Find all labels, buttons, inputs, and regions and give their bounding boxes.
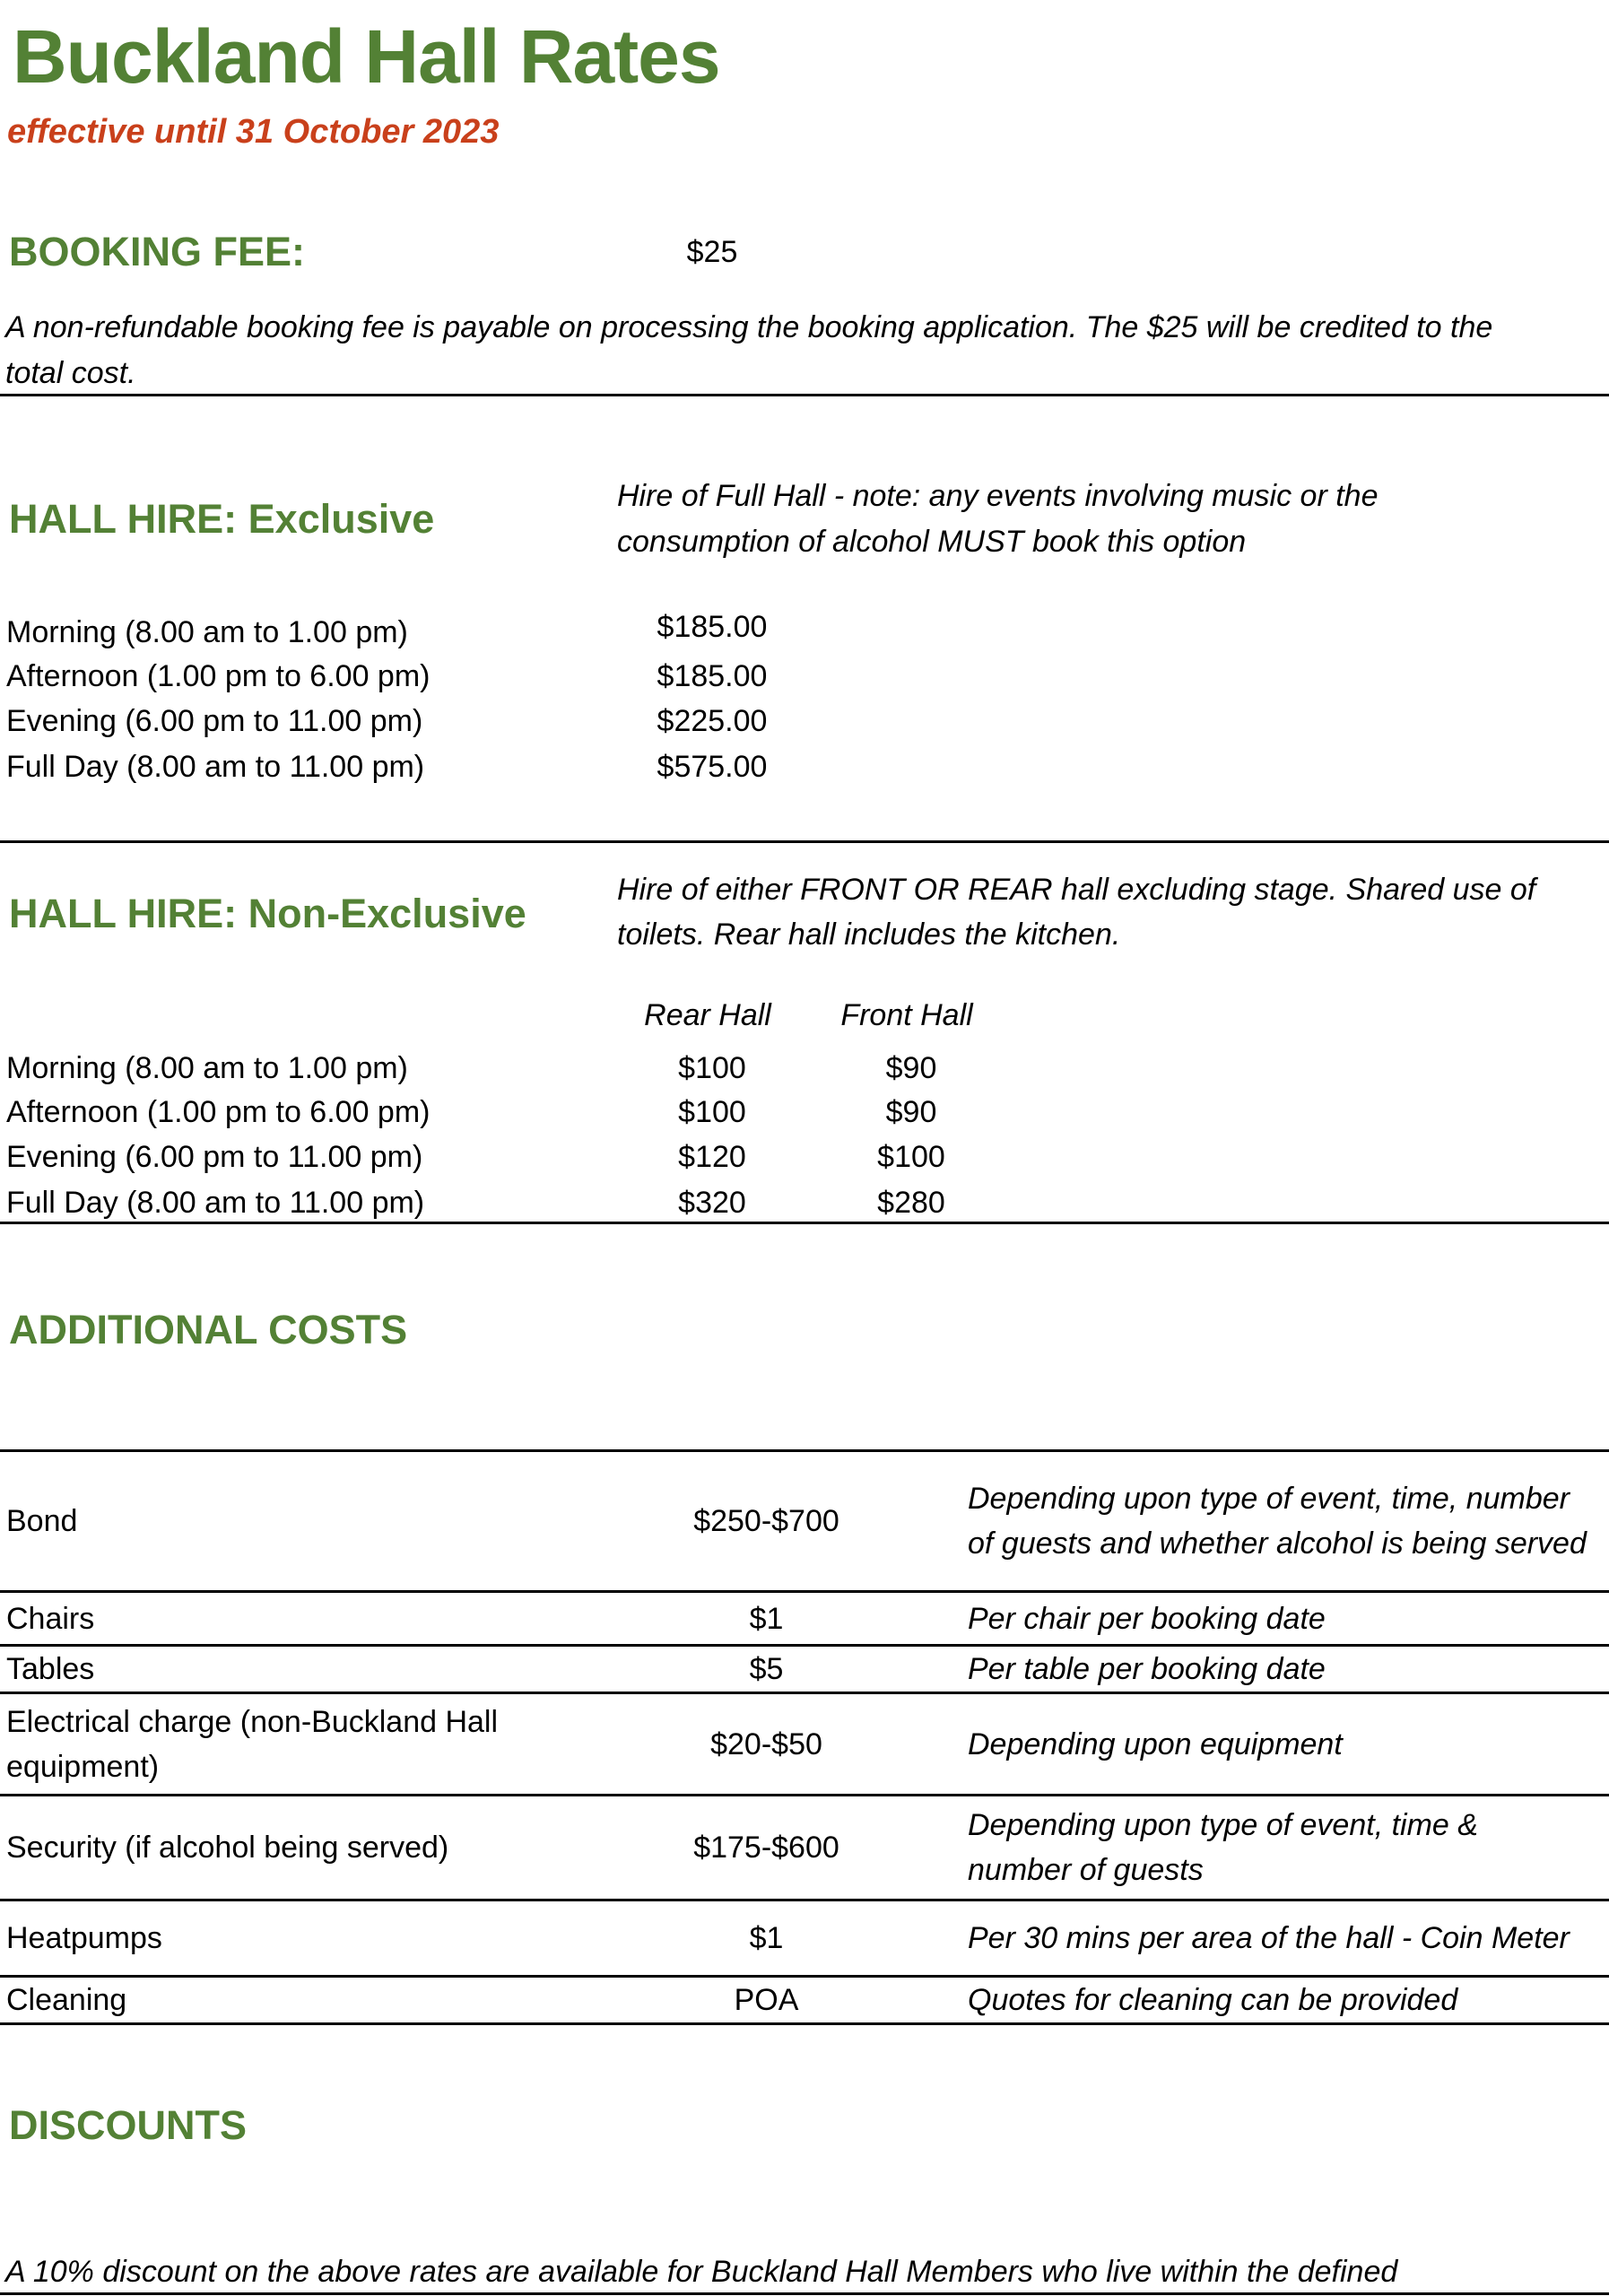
cost-description: Quotes for cleaning can be provided — [961, 1975, 1609, 2025]
cost-description: Depending upon type of event, time & num… — [961, 1794, 1609, 1901]
additional-costs-heading: ADDITIONAL COSTS — [9, 1307, 408, 1352]
cost-description: Per table per booking date — [961, 1644, 1609, 1694]
non-exclusive-row-label: Full Day (8.00 am to 11.00 pm) — [6, 1186, 425, 1220]
cost-item: Cleaning — [0, 1975, 571, 2025]
rear-hall-price: $320 — [678, 1186, 746, 1220]
effective-date: effective until 31 October 2023 — [7, 113, 500, 151]
exclusive-row-label: Evening (6.00 pm to 11.00 pm) — [6, 704, 423, 738]
cost-item: Security (if alcohol being served) — [0, 1794, 571, 1901]
cost-item: Chairs — [0, 1590, 571, 1647]
cost-price: POA — [571, 1975, 961, 2025]
booking-fee-note-1: A non-refundable booking fee is payable … — [5, 310, 1493, 344]
table-row: Bond $250-$700 Depending upon type of ev… — [0, 1449, 1609, 1593]
cost-item: Tables — [0, 1644, 571, 1694]
cost-description: Depending upon equipment — [961, 1692, 1609, 1796]
exclusive-row-price: $225.00 — [657, 704, 768, 738]
table-row: Security (if alcohol being served) $175-… — [0, 1794, 1609, 1901]
discounts-text: A 10% discount on the above rates are av… — [5, 2255, 1398, 2289]
booking-fee-heading: BOOKING FEE: — [9, 229, 306, 274]
non-exclusive-row-label: Morning (8.00 am to 1.00 pm) — [6, 1051, 408, 1085]
cost-item: Electrical charge (non-Buckland Hall equ… — [0, 1692, 571, 1796]
rear-hall-price: $120 — [678, 1140, 746, 1174]
non-exclusive-note-1: Hire of either FRONT OR REAR hall exclud… — [617, 873, 1536, 907]
non-exclusive-row-label: Afternoon (1.00 pm to 6.00 pm) — [6, 1095, 431, 1129]
cost-price: $20-$50 — [571, 1692, 961, 1796]
front-hall-price: $90 — [885, 1095, 937, 1129]
rear-hall-price: $100 — [678, 1095, 746, 1129]
exclusive-note-1: Hire of Full Hall - note: any events inv… — [617, 479, 1379, 513]
table-row: Electrical charge (non-Buckland Hall equ… — [0, 1692, 1609, 1796]
rear-hall-price: $100 — [678, 1051, 746, 1085]
cost-description: Per 30 mins per area of the hall - Coin … — [961, 1899, 1609, 1978]
cost-price: $175-$600 — [571, 1794, 961, 1901]
exclusive-row-price: $575.00 — [657, 750, 768, 784]
table-row: Chairs $1 Per chair per booking date — [0, 1590, 1609, 1647]
exclusive-row-label: Full Day (8.00 am to 11.00 pm) — [6, 750, 425, 784]
front-hall-column-header: Front Hall — [840, 998, 973, 1032]
cost-price: $1 — [571, 1590, 961, 1647]
non-exclusive-note-2: toilets. Rear hall includes the kitchen. — [617, 918, 1121, 952]
exclusive-row-price: $185.00 — [657, 610, 768, 644]
exclusive-row-price: $185.00 — [657, 659, 768, 693]
exclusive-row-label: Morning (8.00 am to 1.00 pm) — [6, 615, 408, 649]
cost-description: Depending upon type of event, time, numb… — [961, 1449, 1609, 1593]
exclusive-note-2: consumption of alcohol MUST book this op… — [617, 525, 1247, 559]
non-exclusive-row-label: Evening (6.00 pm to 11.00 pm) — [6, 1140, 423, 1174]
booking-fee-note-2: total cost. — [5, 356, 136, 390]
divider — [0, 1222, 1609, 1224]
front-hall-price: $100 — [877, 1140, 945, 1174]
rear-hall-column-header: Rear Hall — [644, 998, 771, 1032]
cost-price: $5 — [571, 1644, 961, 1694]
exclusive-row-label: Afternoon (1.00 pm to 6.00 pm) — [6, 659, 431, 693]
divider — [0, 394, 1609, 396]
front-hall-price: $90 — [885, 1051, 937, 1085]
table-row: Cleaning POA Quotes for cleaning can be … — [0, 1975, 1609, 2025]
cost-price: $250-$700 — [571, 1449, 961, 1593]
page-title: Buckland Hall Rates — [13, 14, 721, 99]
table-row: Tables $5 Per table per booking date — [0, 1644, 1609, 1694]
divider — [0, 840, 1609, 843]
exclusive-heading: HALL HIRE: Exclusive — [9, 496, 435, 542]
additional-costs-table: Bond $250-$700 Depending upon type of ev… — [0, 1449, 1609, 2025]
table-row: Heatpumps $1 Per 30 mins per area of the… — [0, 1899, 1609, 1978]
cost-item: Bond — [0, 1449, 571, 1593]
cost-price: $1 — [571, 1899, 961, 1978]
booking-fee-amount: $25 — [686, 235, 738, 269]
cost-item: Heatpumps — [0, 1899, 571, 1978]
discounts-heading: DISCOUNTS — [9, 2102, 248, 2148]
cost-description: Per chair per booking date — [961, 1590, 1609, 1647]
divider — [0, 2292, 1609, 2295]
non-exclusive-heading: HALL HIRE: Non-Exclusive — [9, 891, 526, 936]
front-hall-price: $280 — [877, 1186, 945, 1220]
